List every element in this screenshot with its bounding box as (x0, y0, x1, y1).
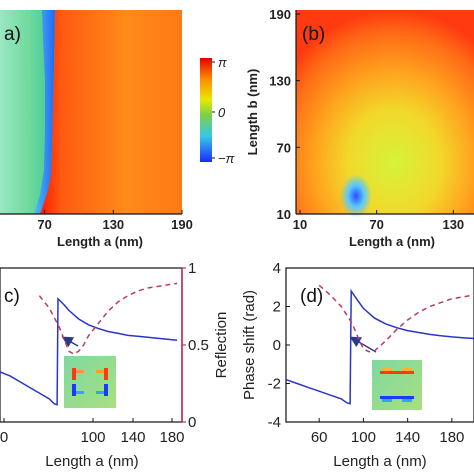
colorbar (200, 58, 212, 162)
tick-label: 10 (293, 217, 307, 232)
panel-d-label: (d) (300, 286, 323, 307)
panel-c: c) 0 100 140 180 10.50 Reflection Length a … (0, 260, 230, 470)
panel-c-x-ticks: 0 100 140 180 (0, 418, 185, 446)
tick-label: 0 (0, 429, 8, 446)
tick-label: 190 (269, 7, 291, 22)
panel-c-y2label: Reflection (213, 312, 230, 379)
colorbar-tick-label: 0 (218, 105, 226, 120)
panel-d-inset (372, 360, 422, 410)
tick-label: 180 (439, 429, 464, 446)
panel-b-y-ticks: 10 70 130 190 (269, 7, 300, 222)
panel-d-inset-arrow (349, 336, 377, 353)
panel-c-plot (0, 282, 178, 406)
panel-c-inset-arrow (61, 336, 79, 348)
colorbar-ticks: π 0 −π (212, 55, 235, 166)
panel-b-xlabel: Length a (nm) (349, 234, 435, 249)
tick-label: 100 (80, 429, 105, 446)
tick-label: 2 (273, 299, 281, 316)
panel-b: (b) 10 70 130 190 10 70 130 Length b (nm) Len… (245, 7, 474, 249)
panel-a-x-ticks: 70 130 190 (37, 210, 193, 232)
panel-d-x-ticks: 60 100 140 180 (311, 418, 464, 446)
tick-label: 130 (102, 217, 124, 232)
panel-d-ylabel: Phase shift (rad) (241, 290, 258, 400)
panel-d-inset-charges (380, 368, 414, 402)
tick-label: 70 (37, 217, 51, 232)
panel-c-inset-charges (72, 368, 108, 396)
tick-label: 140 (395, 429, 420, 446)
colorbar-tick-label: −π (218, 151, 235, 166)
tick-label: 0.5 (188, 337, 209, 354)
panel-a: a) 70 130 190 Length a (nm) π 0 −π (0, 10, 235, 249)
panel-d-xlabel: Length a (nm) (333, 453, 426, 470)
panel-b-ylabel: Length b (nm) (245, 69, 260, 156)
panel-c-inset (64, 356, 116, 408)
panel-d-plot (285, 284, 474, 405)
heatmap-b (296, 10, 474, 214)
tick-label: 0 (188, 414, 196, 431)
heatmap-a-right (40, 10, 182, 214)
series-line-0 (0, 297, 178, 406)
tick-label: 10 (277, 207, 291, 222)
tick-label: 0 (273, 337, 281, 354)
panel-b-x-ticks: 10 70 130 (293, 210, 464, 232)
panel-d: (d) 4 2 0 -2 -4 60 100 140 180 Phase shift (rad… (241, 260, 474, 470)
tick-label: 4 (273, 260, 281, 277)
tick-label: 70 (369, 217, 383, 232)
heatmap-b-low-spot (340, 174, 372, 218)
panel-c-label: c) (4, 286, 20, 307)
panel-c-xlabel: Length a (nm) (45, 453, 138, 470)
tick-label: 180 (159, 429, 184, 446)
tick-label: 100 (351, 429, 376, 446)
series-line-1 (38, 282, 178, 356)
series-line-0 (285, 288, 474, 405)
panel-d-y-ticks: 4 2 0 -2 -4 (268, 260, 290, 431)
tick-label: 1 (188, 260, 196, 277)
tick-label: 70 (277, 140, 291, 155)
colorbar-tick-label: π (218, 55, 227, 70)
heatmap-a-blue-strip (34, 10, 55, 214)
heatmap-a-region-split (0, 10, 55, 214)
tick-label: -2 (268, 376, 281, 393)
tick-label: 130 (269, 74, 291, 89)
panel-b-label: (b) (302, 24, 325, 45)
tick-label: -4 (268, 414, 281, 431)
panel-c-y2-ticks: 10.50 (182, 260, 209, 431)
tick-label: 190 (171, 217, 193, 232)
tick-label: 140 (120, 429, 145, 446)
tick-label: 60 (311, 429, 328, 446)
panel-a-xlabel: Length a (nm) (57, 234, 143, 249)
panel-a-label: a) (4, 24, 21, 45)
tick-label: 130 (442, 217, 464, 232)
